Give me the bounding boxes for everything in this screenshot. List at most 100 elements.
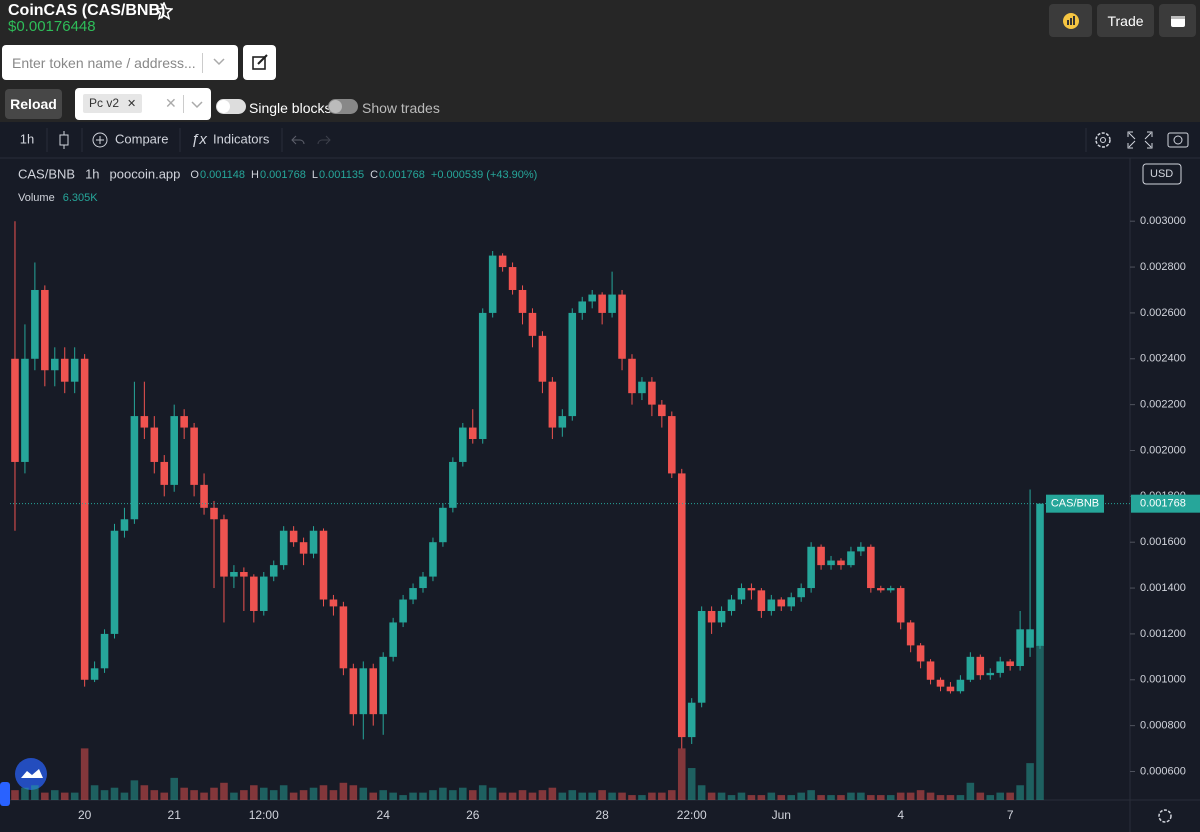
candle-body (130, 416, 139, 520)
scroll-handle[interactable] (0, 782, 10, 806)
snapshot-icon[interactable] (1167, 132, 1189, 148)
volume-bar (797, 792, 805, 800)
y-tick-label: 0.001400 (1140, 582, 1186, 594)
legend-o-label: O (190, 169, 199, 181)
token-title: CoinCAS (CAS/BNB) (8, 2, 166, 19)
candle-body (319, 530, 328, 600)
source-chip: Pc v2 ✕ (83, 94, 143, 113)
candle-body (837, 560, 845, 566)
candle-body (578, 301, 587, 313)
volume-bar (419, 792, 427, 800)
volume-bar (439, 787, 447, 800)
y-tick-label: 0.002400 (1140, 353, 1186, 365)
trade-button[interactable]: Trade (1097, 4, 1154, 37)
volume-bar (259, 787, 268, 800)
logo (15, 758, 47, 790)
volume-bar (488, 787, 497, 800)
settings-icon[interactable] (1095, 132, 1111, 148)
volume-bar (598, 790, 606, 800)
candle-body (170, 416, 178, 485)
candle-body (110, 530, 119, 634)
source-label: Pc v2 (89, 96, 120, 110)
legend-c-label: C (370, 169, 378, 181)
candle-body (518, 289, 527, 313)
chart-button[interactable] (1049, 4, 1092, 37)
candle-body (618, 294, 626, 359)
volume-bar (767, 792, 776, 800)
volume-bar (70, 792, 79, 800)
volume-bar (986, 795, 995, 800)
candle-body (588, 294, 596, 302)
volume-bar (120, 792, 129, 800)
candle-body (668, 416, 676, 474)
indicators-button[interactable]: Indicators (213, 131, 270, 146)
redo-icon[interactable] (317, 135, 331, 145)
volume-bar (747, 795, 756, 800)
clear-icon[interactable]: ✕ (165, 95, 177, 111)
candle-body (220, 519, 228, 577)
edit-button[interactable] (243, 45, 276, 80)
candle-body (976, 656, 985, 676)
fullscreen-icon[interactable] (1127, 131, 1153, 149)
chart: 1h Compare ƒx Indicators USD CAS/BNB 1h po… (0, 122, 1200, 832)
candle-body (508, 267, 517, 290)
wallet-button[interactable] (1159, 4, 1196, 37)
legend-close: 0.001768 (379, 169, 425, 181)
volume-bar (528, 792, 537, 800)
divider (183, 95, 184, 113)
volume-bar (707, 792, 716, 800)
single-blocks-toggle[interactable] (216, 99, 246, 114)
volume-bar (857, 792, 865, 800)
candle-body (60, 358, 69, 382)
interval-button[interactable]: 1h (20, 131, 34, 146)
candle-body (568, 312, 577, 417)
volume-bar (638, 795, 646, 800)
volume-bar (956, 795, 965, 800)
candle-body (11, 358, 19, 462)
candle-body (459, 427, 467, 462)
volume-bar (100, 790, 109, 800)
x-tick-label: 28 (595, 808, 609, 822)
token-search[interactable]: Enter token name / address... (2, 45, 238, 80)
candle-body (797, 588, 805, 598)
candle-body (648, 381, 656, 405)
candle-body (956, 679, 965, 692)
legend-l-label: L (312, 169, 318, 181)
undo-icon[interactable] (291, 135, 305, 145)
volume-bar (658, 792, 666, 800)
candle-body (817, 546, 825, 566)
volume-bar (80, 748, 89, 800)
candle-body (90, 668, 99, 680)
source-select[interactable]: Pc v2 ✕ ✕ (75, 88, 211, 120)
compare-icon[interactable] (92, 132, 108, 148)
favorite-star[interactable] (155, 2, 173, 20)
volume-bar (837, 795, 845, 800)
compare-button[interactable]: Compare (115, 131, 168, 146)
x-tick-label: 12:00 (249, 808, 279, 822)
price-tag (1131, 494, 1200, 513)
chart-background (0, 122, 1200, 832)
reload-button[interactable]: Reload (5, 89, 62, 119)
volume-bar (319, 785, 328, 800)
candle-body (548, 381, 557, 428)
series-tag (1046, 494, 1104, 513)
candle-type-icon[interactable] (59, 131, 69, 149)
candle-body (628, 358, 636, 394)
currency-select[interactable] (1142, 163, 1182, 185)
candle-body (767, 599, 776, 611)
show-trades-toggle[interactable] (328, 99, 358, 114)
candle-body (498, 255, 507, 268)
volume-bar (21, 787, 29, 800)
volume-bar (777, 795, 786, 800)
token-price: $0.00176448 (8, 18, 96, 35)
candle-body (389, 622, 397, 657)
volume-bar (648, 792, 656, 800)
candle-body (717, 610, 726, 623)
volume-bar (787, 795, 796, 800)
candle-body (369, 668, 378, 715)
volume-bar (498, 792, 507, 800)
candle-body (886, 588, 895, 591)
axis-settings-icon[interactable] (1158, 809, 1172, 823)
candle-body (210, 507, 218, 520)
show-trades-label: Show trades (362, 100, 440, 116)
